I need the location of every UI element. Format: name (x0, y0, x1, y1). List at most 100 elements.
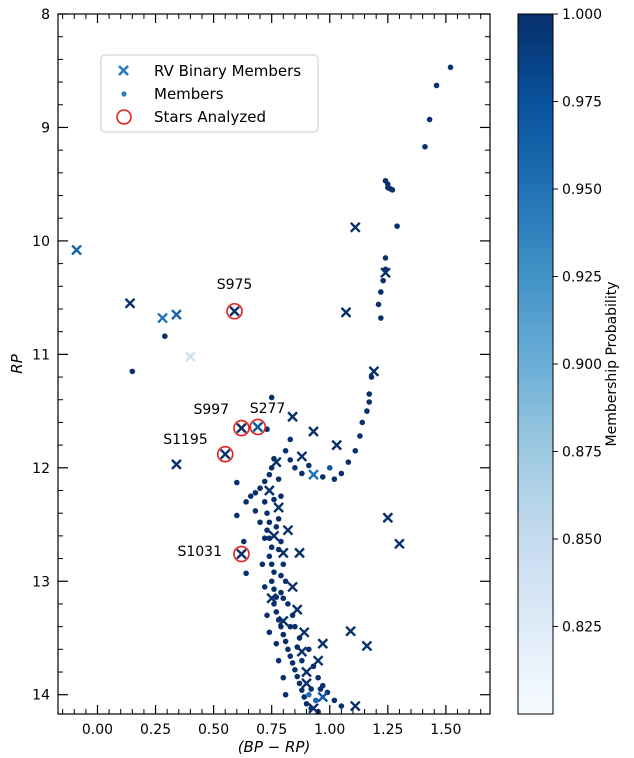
binary-marker (171, 309, 182, 320)
binary-marker (349, 221, 361, 233)
member-point (301, 694, 307, 700)
member-point (287, 457, 294, 463)
member-point (266, 553, 273, 560)
binary-marker (291, 604, 303, 615)
member-point (394, 223, 400, 229)
binary-marker (308, 702, 319, 714)
member-point (282, 447, 289, 454)
member-point (278, 572, 284, 579)
member-point (287, 436, 294, 443)
binary-marker (308, 426, 319, 437)
legend-label-member: Members (154, 85, 224, 103)
member-point (257, 519, 263, 526)
colorbar-label: Membership Probability (604, 282, 620, 447)
binary-marker (287, 411, 298, 423)
binary-marker (277, 615, 289, 627)
member-point (264, 612, 270, 619)
member-point (338, 470, 345, 477)
binary-marker (301, 666, 312, 678)
binary-marker (317, 638, 329, 650)
member-point (287, 653, 294, 659)
member-point (278, 538, 284, 545)
member-point (261, 584, 268, 590)
member-point (259, 561, 266, 568)
member-point (234, 512, 240, 519)
binary-marker (361, 640, 373, 652)
member-point (252, 489, 259, 496)
member-point (278, 493, 284, 499)
member-point (338, 703, 345, 709)
member-point (280, 674, 287, 681)
y-tick-label: 10 (32, 234, 50, 250)
member-point (292, 623, 298, 630)
analyzed-circle (233, 545, 250, 563)
binary-marker (273, 502, 284, 513)
legend: RV Binary Members Members Stars Analyzed (100, 54, 319, 133)
member-point (268, 578, 275, 585)
binary-marker (368, 366, 380, 377)
binary-marker (171, 459, 182, 470)
binary-marker (185, 351, 196, 362)
member-point (345, 459, 352, 465)
member-point (129, 368, 136, 375)
member-point (252, 508, 259, 514)
binary-marker (296, 646, 308, 657)
member-point (271, 496, 277, 503)
member-point (306, 462, 312, 469)
member-point (257, 485, 263, 492)
member-point (433, 82, 440, 89)
member-point (426, 116, 433, 123)
member-point (273, 524, 280, 530)
colorbar: 1.000 0.975 0.950 0.925 0.900 0.875 0.850 0.825… (517, 7, 620, 715)
y-tick-label: 14 (32, 688, 50, 704)
member-point (359, 419, 366, 426)
colorbar-tick-label: 0.950 (562, 182, 602, 198)
colorbar-tick-label: 0.900 (562, 357, 602, 373)
binary-marker (236, 422, 247, 434)
x-tick-label: 0.25 (140, 722, 171, 738)
member-point (234, 479, 240, 486)
binary-marker (264, 485, 275, 496)
member-point (282, 578, 289, 585)
member-point (385, 184, 391, 191)
binary-marker (266, 592, 278, 604)
binary-marker (317, 691, 329, 703)
member-point (275, 476, 282, 482)
member-point (264, 510, 270, 516)
star-annotations: S975 S997 S277 S1195 S1031 (163, 277, 285, 560)
member-point (280, 631, 287, 638)
member-point (292, 465, 298, 471)
x-tick-label: 0.50 (198, 722, 229, 738)
legend-marker-member (121, 91, 127, 97)
member-point (299, 657, 305, 664)
member-point (275, 657, 282, 664)
member-point (261, 535, 268, 541)
member-point (382, 255, 389, 261)
member-point (303, 700, 310, 707)
member-point (296, 680, 303, 687)
member-point (268, 394, 275, 401)
x-axis-label: (BP − RP) (238, 738, 311, 756)
y-axis-ticks: 8 9 10 11 12 13 14 (32, 7, 490, 704)
member-point (280, 561, 287, 568)
member-point (285, 601, 291, 607)
member-point (243, 570, 249, 577)
member-point (273, 640, 280, 647)
data-marks (71, 64, 454, 714)
member-point (241, 538, 247, 545)
binary-marker (340, 307, 352, 318)
member-point (266, 629, 273, 636)
x-tick-label: 0.75 (256, 722, 287, 738)
y-tick-label: 13 (32, 574, 50, 590)
binary-marker (301, 678, 312, 689)
binary-marker (331, 439, 343, 451)
member-point (280, 595, 287, 602)
member-point (352, 447, 359, 454)
x-axis-ticks: 0.00 0.25 0.50 0.75 1.00 1.25 1.50 (62, 14, 482, 738)
binary-marker (345, 625, 356, 637)
member-point (294, 673, 301, 680)
analyzed-circle (226, 302, 243, 320)
y-tick-label: 12 (32, 461, 50, 477)
member-point (366, 399, 373, 405)
member-point (331, 697, 338, 704)
